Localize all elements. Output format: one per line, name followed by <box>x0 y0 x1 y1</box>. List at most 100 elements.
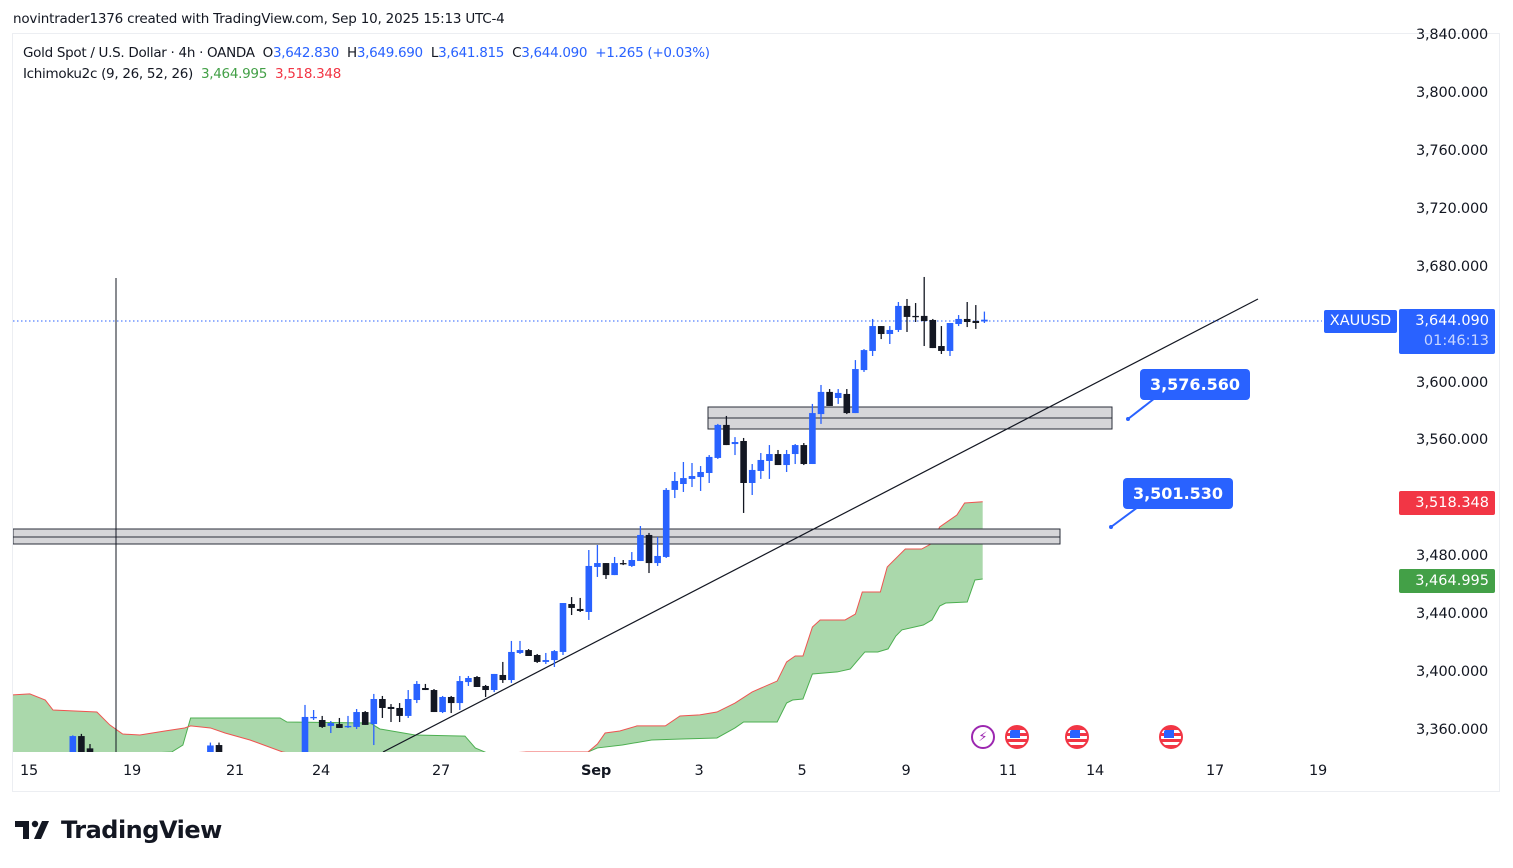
symbol-tag: XAUUSD <box>1324 310 1397 333</box>
candle-body <box>508 651 515 681</box>
candle-body <box>482 685 489 691</box>
candle-body <box>344 725 352 728</box>
brand-name: TradingView <box>61 816 222 844</box>
candle-body <box>697 471 704 478</box>
price-tick: 3,480.000 <box>1416 548 1488 564</box>
callout-pointer-lower <box>1110 506 1139 528</box>
candle <box>301 704 309 752</box>
trend-line[interactable] <box>382 298 1259 752</box>
bar-countdown: 01:46:13 <box>1423 333 1489 349</box>
price-tick: 3,360.000 <box>1416 722 1488 738</box>
us-flag-icon[interactable] <box>1159 725 1183 749</box>
candle <box>86 744 94 752</box>
candle <box>748 464 756 496</box>
last-price-tag: 3,644.090 01:46:13 <box>1399 309 1495 354</box>
candle-body <box>860 350 868 371</box>
candle-body <box>809 413 816 465</box>
candle-body <box>929 319 937 349</box>
candle <box>559 603 567 655</box>
indicator-span-b-value: 3,518.348 <box>274 66 341 82</box>
candle-body <box>301 716 309 752</box>
candle-body <box>490 673 498 691</box>
upper-zone-callout[interactable]: 3,576.560 <box>1140 369 1250 400</box>
candle-body <box>215 745 223 752</box>
upper-support-zone[interactable] <box>707 406 1113 430</box>
lightning-icon[interactable]: ⚡ <box>971 725 995 749</box>
price-tick: 3,560.000 <box>1416 432 1488 448</box>
candle <box>413 681 421 704</box>
candle-body <box>869 326 876 351</box>
candle <box>946 323 954 357</box>
candle <box>568 597 575 616</box>
price-tick: 3,600.000 <box>1416 375 1488 391</box>
time-tick: 5 <box>797 763 807 779</box>
last-price-value: 3,644.090 <box>1415 313 1489 329</box>
candle-body <box>680 478 687 485</box>
candle <box>516 640 524 654</box>
candle-body <box>439 696 446 713</box>
candle <box>877 326 885 340</box>
high-label: H <box>346 45 357 61</box>
candle <box>981 311 988 323</box>
candle <box>482 684 489 697</box>
candle <box>920 276 928 347</box>
candle-body <box>671 480 679 490</box>
candle <box>370 693 378 746</box>
candle <box>594 544 601 577</box>
candle-body <box>473 676 481 687</box>
tradingview-logo[interactable]: TradingView <box>15 816 222 844</box>
candle <box>430 689 438 713</box>
candle <box>817 384 825 424</box>
candle-body <box>740 441 747 483</box>
price-tick: 3,840.000 <box>1416 27 1488 43</box>
low-label: L <box>430 45 439 61</box>
candle-body <box>585 565 593 612</box>
candle <box>860 349 868 372</box>
candle-body <box>361 712 369 725</box>
candle <box>69 735 77 752</box>
candle-body <box>972 320 980 324</box>
candle-body <box>499 674 507 681</box>
candle <box>465 675 472 686</box>
candle <box>361 711 369 725</box>
candle-body <box>791 445 799 455</box>
candle-body <box>559 603 567 652</box>
candle <box>602 563 610 579</box>
candle <box>215 742 223 752</box>
candle <box>774 449 782 466</box>
lower-zone-callout[interactable]: 3,501.530 <box>1123 478 1233 509</box>
us-flag-icon[interactable] <box>1065 725 1089 749</box>
candle-body <box>766 454 773 461</box>
close-label: C <box>512 45 522 61</box>
candle-body <box>69 736 77 752</box>
candle-body <box>834 392 842 399</box>
candle-body <box>86 748 94 752</box>
candle-body <box>207 745 214 752</box>
time-tick: 27 <box>431 763 451 779</box>
lower-support-zone[interactable] <box>13 528 1061 545</box>
candle <box>791 444 799 465</box>
candle-body <box>456 681 464 704</box>
price-tick: 3,400.000 <box>1416 664 1488 680</box>
candle-body <box>404 699 412 716</box>
symbol-legend[interactable]: Gold Spot / U.S. Dollar · 4h · OANDA O3,… <box>23 45 710 61</box>
candle-body <box>78 736 85 752</box>
candle <box>551 650 558 668</box>
candle <box>740 437 747 513</box>
candle-body <box>783 454 790 466</box>
candle-body <box>895 305 902 330</box>
candle <box>680 461 687 492</box>
candle-body <box>946 323 954 351</box>
candle <box>955 315 962 327</box>
candle-body <box>551 651 558 661</box>
us-flag-icon[interactable] <box>1005 725 1029 749</box>
candle-body <box>430 690 438 713</box>
candle-body <box>817 391 825 415</box>
indicator-legend[interactable]: Ichimoku2c (9, 26, 52, 26) 3,464.995 3,5… <box>23 66 341 82</box>
candle-body <box>611 563 618 576</box>
candle <box>714 423 722 459</box>
candle-body <box>705 456 713 473</box>
candle <box>207 742 214 752</box>
candle <box>929 318 937 349</box>
